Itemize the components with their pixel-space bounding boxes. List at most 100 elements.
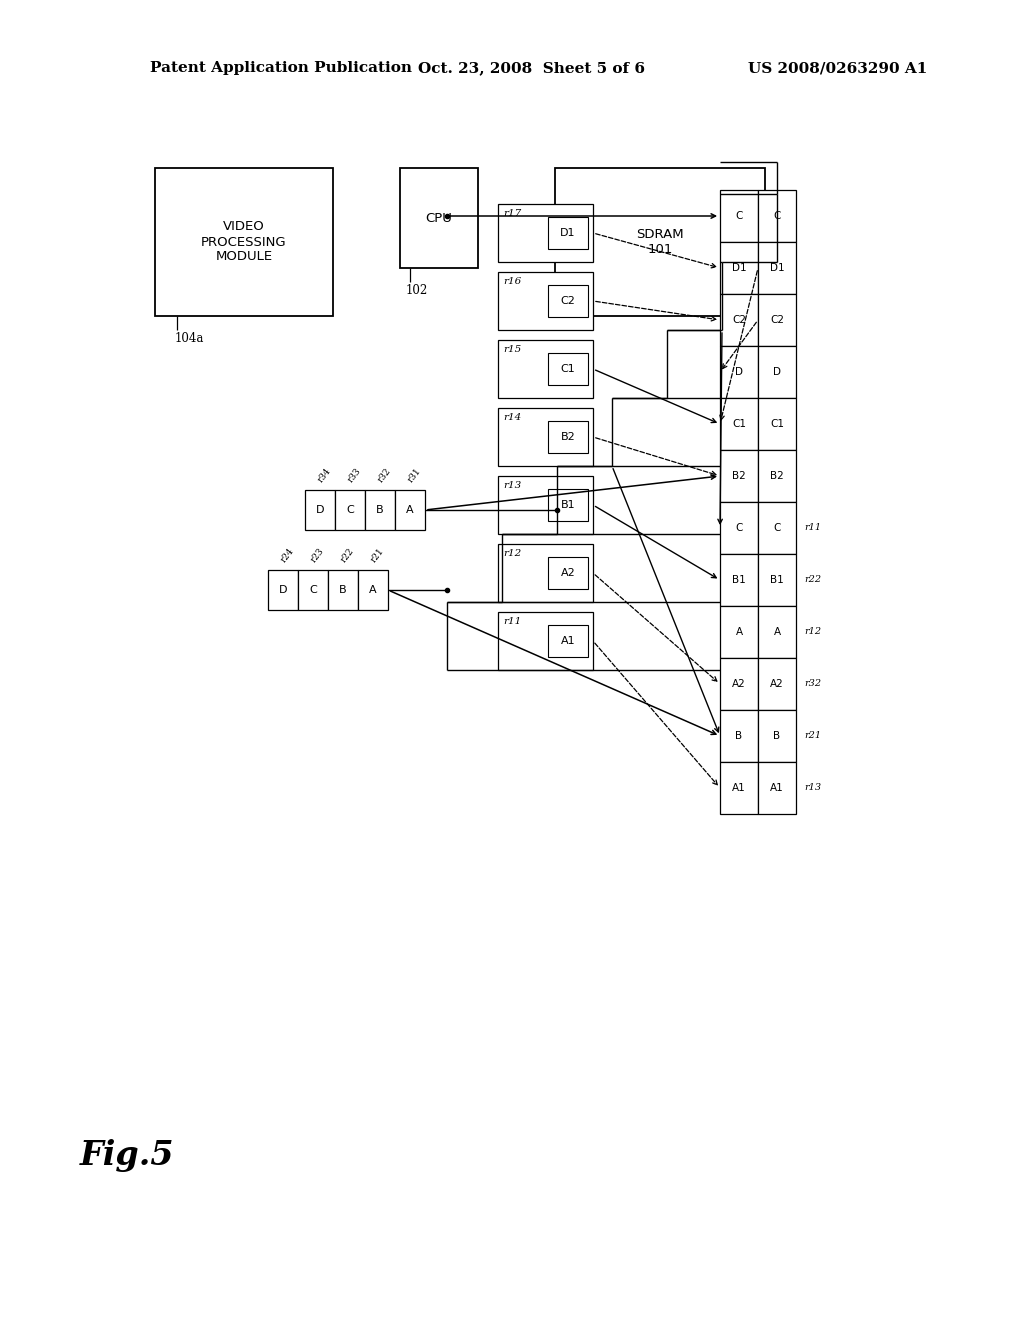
Bar [720,657,758,710]
Text: C: C [735,211,742,220]
Text: C: C [735,523,742,533]
Bar [335,490,365,531]
Text: B1: B1 [732,576,745,585]
Text: B: B [735,731,742,741]
Bar [720,294,758,346]
Text: A1: A1 [770,783,784,793]
Text: B2: B2 [732,471,745,480]
Text: Fig.5: Fig.5 [80,1138,175,1172]
Text: A: A [735,627,742,638]
Text: r12: r12 [804,627,821,636]
Text: Patent Application Publication: Patent Application Publication [150,61,412,75]
Bar [268,570,298,610]
Bar [720,450,758,502]
Bar [395,490,425,531]
Bar [758,346,796,399]
Text: C2: C2 [560,296,575,306]
Bar [758,657,796,710]
Text: D: D [773,367,781,378]
Text: r22: r22 [339,546,355,564]
Bar [548,421,588,453]
Text: r15: r15 [503,346,521,355]
Bar [498,477,593,535]
Text: B1: B1 [770,576,784,585]
Text: 104a: 104a [175,331,205,345]
Text: D: D [735,367,743,378]
Text: C: C [309,585,316,595]
Bar [498,544,593,602]
Text: r22: r22 [804,576,821,585]
Bar [758,606,796,657]
Bar [498,272,593,330]
Text: US 2008/0263290 A1: US 2008/0263290 A1 [748,61,928,75]
Text: C2: C2 [770,315,784,325]
Bar [720,606,758,657]
Text: r21: r21 [804,731,821,741]
Text: B: B [773,731,780,741]
Text: A1: A1 [561,636,575,645]
Text: A1: A1 [732,783,745,793]
Text: r11: r11 [804,524,821,532]
Bar [498,205,593,261]
Bar [720,190,758,242]
Bar [498,341,593,399]
Bar [365,490,395,531]
Bar [758,502,796,554]
Bar [298,570,328,610]
Bar [720,710,758,762]
Bar [498,408,593,466]
Text: r31: r31 [406,466,423,484]
Bar [720,242,758,294]
Bar [758,450,796,502]
Text: B: B [339,585,347,595]
Text: D1: D1 [732,263,746,273]
Text: C: C [773,211,780,220]
Bar [758,762,796,814]
Bar [720,762,758,814]
Text: r33: r33 [346,466,362,484]
Text: C: C [346,506,354,515]
Text: B1: B1 [561,500,575,510]
Bar [758,710,796,762]
Text: SDRAM
101: SDRAM 101 [636,228,684,256]
Bar [548,285,588,317]
Text: C1: C1 [732,418,746,429]
Text: D1: D1 [560,228,575,238]
Text: A2: A2 [560,568,575,578]
Text: r32: r32 [804,680,821,689]
Text: r34: r34 [316,466,333,484]
Text: D1: D1 [770,263,784,273]
Bar [305,490,335,531]
Text: B: B [376,506,384,515]
Bar [758,554,796,606]
Text: D: D [315,506,325,515]
Bar [548,216,588,249]
Text: r11: r11 [503,618,521,627]
Text: A: A [773,627,780,638]
Bar [555,168,765,315]
Bar [548,352,588,385]
Text: A: A [370,585,377,595]
Text: r21: r21 [369,546,386,564]
Bar [720,502,758,554]
Text: C2: C2 [732,315,746,325]
Bar [328,570,358,610]
Text: C1: C1 [770,418,784,429]
Bar [720,554,758,606]
Bar [155,168,333,315]
Bar [758,242,796,294]
Text: C: C [773,523,780,533]
Text: C1: C1 [560,364,575,374]
Text: r24: r24 [279,546,296,564]
Bar [758,190,796,242]
Bar [548,488,588,521]
Text: r17: r17 [503,210,521,219]
Text: r16: r16 [503,277,521,286]
Text: A2: A2 [770,678,784,689]
Bar [720,399,758,450]
Text: CPU: CPU [426,211,453,224]
Bar [758,399,796,450]
Text: r13: r13 [503,482,521,491]
Text: r12: r12 [503,549,521,558]
Bar [548,624,588,657]
